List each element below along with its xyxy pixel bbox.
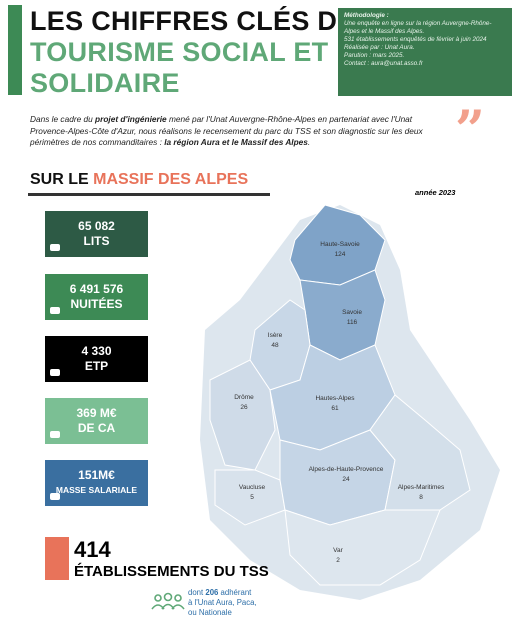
section-title: SUR LE MASSIF DES ALPES <box>30 171 248 189</box>
region-count: 8 <box>419 494 423 501</box>
stat-box: 6 491 576 NUITÉES <box>45 274 148 320</box>
region-name: Savoie <box>342 309 362 316</box>
stat-value: 151M€ <box>78 468 115 482</box>
region-name: Haute-Savoie <box>320 241 360 248</box>
region-name: Vaucluse <box>239 484 266 491</box>
accent-bar <box>8 5 22 95</box>
methodology: Méthodologie : Une enquête en ligne sur … <box>338 8 512 96</box>
region-count: 26 <box>240 404 248 411</box>
stat-label: MASSE SALARIALE <box>55 485 138 495</box>
intro-text: mené par l'Unat Auvergne-Rhône-Alpes en … <box>30 114 423 147</box>
title-line: LES CHIFFRES CLÉS DU <box>30 6 358 36</box>
section-highlight: MASSIF DES ALPES <box>93 171 249 188</box>
note-text: adhérant <box>220 588 252 597</box>
region <box>284 509 441 586</box>
section-rule <box>28 193 270 196</box>
methodology-line: Une enquête en ligne sur la région Auver… <box>344 20 492 35</box>
stat-label: NUITÉES <box>70 297 123 311</box>
note-text: à l'Unat Aura, Paca, <box>188 598 257 607</box>
intro: Dans le cadre du projet d'ingénierie men… <box>30 114 450 149</box>
stat-label: LITS <box>83 234 110 248</box>
intro-text: . <box>307 137 311 147</box>
total-icon <box>45 537 69 580</box>
stat-box: 65 082 LITS <box>45 211 148 257</box>
icon <box>50 493 60 500</box>
methodology-line: Parution : mars 2025. <box>344 52 405 59</box>
quote-icon: ” <box>455 100 485 161</box>
note-text: ou Nationale <box>188 608 232 617</box>
region <box>369 394 471 511</box>
icon <box>50 307 60 314</box>
region-count: 5 <box>250 494 254 501</box>
icon <box>50 244 60 251</box>
icon <box>50 431 60 438</box>
title-line: TOURISME SOCIAL ET <box>30 37 329 67</box>
region-count: 2 <box>336 557 340 564</box>
region <box>209 359 276 471</box>
total-label: ÉTABLISSEMENTS DU TSS <box>74 563 269 580</box>
icon <box>50 369 60 376</box>
stat-label: DE CA <box>77 421 116 435</box>
year: année 2023 <box>415 188 456 197</box>
note-number: 206 <box>205 588 219 597</box>
region-name: Hautes-Alpes <box>315 395 355 402</box>
region-count: 116 <box>347 319 358 326</box>
region-count: 61 <box>331 405 339 412</box>
region-count: 124 <box>335 251 346 258</box>
note: dont 206 adhérant à l'Unat Aura, Paca, o… <box>188 588 257 618</box>
methodology-line: Méthodologie : <box>344 12 389 19</box>
region-name: Drôme <box>234 394 254 401</box>
region-count: 48 <box>271 342 279 349</box>
intro-bold: projet d'ingénierie <box>95 114 167 124</box>
section-prefix: SUR LE <box>30 171 89 188</box>
stat-value: 6 491 576 <box>69 282 124 296</box>
region <box>279 429 396 526</box>
intro-text: Dans le cadre du <box>30 114 93 124</box>
stat-box: 4 330 ETP <box>45 336 148 382</box>
stat-box: 369 M€ DE CA <box>45 398 148 444</box>
stat-value: 65 082 <box>78 219 115 233</box>
region-name: Var <box>333 547 343 554</box>
people-icon <box>151 592 185 610</box>
stat-box: 151M€ MASSE SALARIALE <box>45 460 148 506</box>
region-count: 24 <box>342 476 350 483</box>
methodology-line: Réalisée par : Unat Aura. <box>344 44 415 51</box>
title-line: SOLIDAIRE <box>30 68 180 98</box>
intro-bold: la région Aura et le Massif des Alpes <box>164 137 308 147</box>
region-name: Isère <box>268 332 283 339</box>
note-text: dont <box>188 588 204 597</box>
title: LES CHIFFRES CLÉS DU TOURISME SOCIAL ET … <box>30 6 357 99</box>
methodology-line: Contact : aura@unat.asso.fr <box>344 60 423 67</box>
stat-label: ETP <box>84 359 109 373</box>
region-name: Alpes-de-Haute-Provence <box>309 466 384 473</box>
region-name: Alpes-Maritimes <box>398 484 445 491</box>
total-value: 414 <box>74 537 111 562</box>
stat-value: 369 M€ <box>76 406 117 420</box>
stat-value: 4 330 <box>81 344 112 358</box>
methodology-line: 531 établissements enquêtés de février à… <box>344 36 487 43</box>
